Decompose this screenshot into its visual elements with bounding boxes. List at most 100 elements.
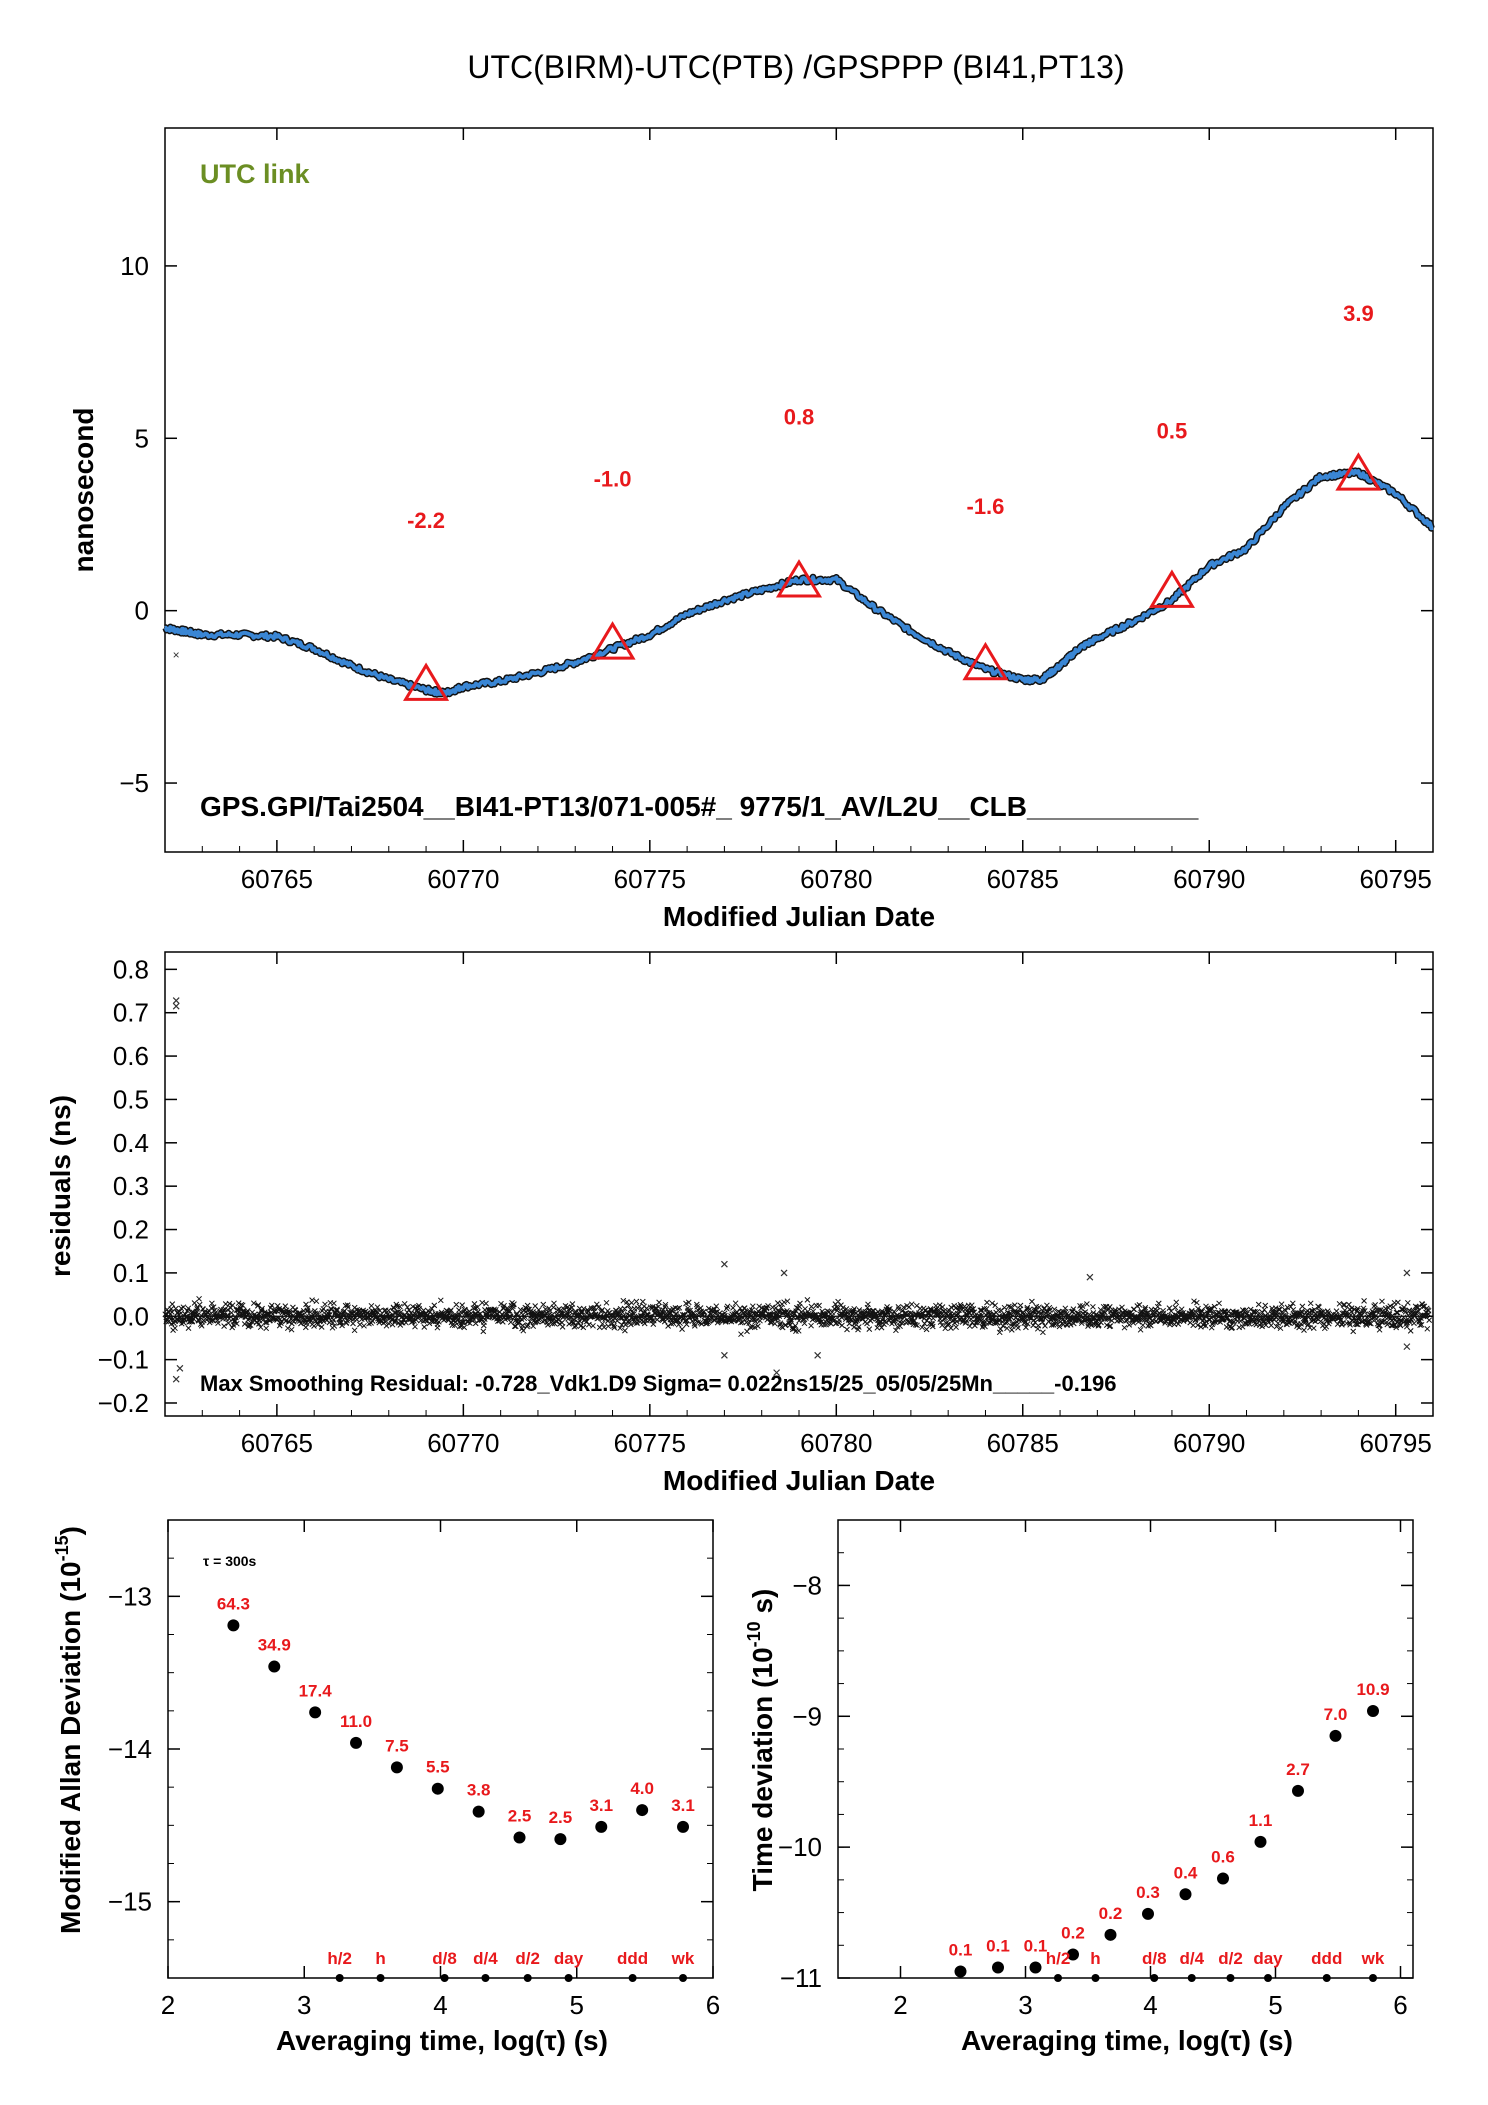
tdev-ylabel: Time deviation (10-10 s) [744, 1589, 778, 1892]
span-label: h [375, 1949, 385, 1968]
span-marker [1150, 1974, 1159, 1982]
marker-value-label: 0.8 [784, 404, 815, 429]
mdev-ylabel-main: Modified Allan Deviation [55, 1610, 86, 1934]
mdev-point-label: 3.1 [589, 1796, 613, 1815]
span-label: day [1253, 1949, 1283, 1968]
stray-point: × [173, 648, 180, 662]
x-tick-label: 60780 [800, 1428, 872, 1458]
span-marker [1322, 1974, 1331, 1982]
x-tick-label: 6 [706, 1990, 720, 2020]
tdev-xlabel: Averaging time, log(τ) (s) [961, 2025, 1293, 2056]
tdev-point [992, 1961, 1004, 1974]
x-tick-label: 5 [1268, 1990, 1282, 2020]
chart-title: UTC(BIRM)-UTC(PTB) /GPSPPP (BI41,PT13) [467, 49, 1124, 85]
tdev-point [1142, 1907, 1154, 1920]
span-marker [564, 1974, 573, 1982]
span-marker [1187, 1974, 1196, 1982]
span-label: d/4 [1179, 1949, 1204, 1968]
tdev-ylabel-main: Time deviation [747, 1696, 778, 1892]
mid-xlabel: Modified Julian Date [663, 1465, 935, 1496]
x-tick-label: 2 [161, 1990, 175, 2020]
x-tick-label: 60795 [1360, 864, 1432, 894]
mdev-point [677, 1820, 690, 1833]
tdev-point-label: 0.3 [1136, 1883, 1160, 1902]
triangle-marker [403, 662, 450, 701]
x-tick-label: 4 [1143, 1990, 1157, 2020]
mdev-point [636, 1804, 649, 1817]
mdev-point-label: 4.0 [630, 1779, 654, 1798]
residual-outlier [1403, 1343, 1411, 1351]
tdev-point [1329, 1729, 1342, 1742]
residuals-chart-panel: 60765 60770 60775 60780 60785 60790 60795 −0.2 −… [45, 951, 1434, 1496]
y-tick-label: 0.8 [113, 954, 149, 984]
mdev-point [227, 1619, 240, 1632]
mdev-ylabel-unit: (10 [55, 1561, 86, 1601]
x-tick-label: 3 [1018, 1990, 1032, 2020]
span-label: d/8 [1142, 1949, 1167, 1968]
span-label: wk [1361, 1949, 1385, 1968]
residual-outlier [720, 1260, 728, 1268]
residual-outlier [1086, 1273, 1094, 1281]
top-info-text: GPS.GPI/Tai2504__BI41-PT13/071-005#_ 977… [200, 791, 1199, 822]
tdev-point-label: 0.4 [1174, 1863, 1198, 1882]
tdev-point-label: 0.2 [1099, 1904, 1123, 1923]
top-ylabel: nanosecond [68, 408, 99, 573]
y-tick-label: 0.7 [113, 998, 149, 1028]
residual-outlier [780, 1269, 788, 1277]
span-label: d/2 [515, 1949, 540, 1968]
utc-link-annotation: UTC link [200, 159, 310, 189]
mdev-point-label: 11.0 [340, 1712, 372, 1731]
top-markers: -2.2 -1.0 0.8 -1.6 0.5 3.9 [403, 301, 1382, 701]
span-marker [440, 1974, 449, 1982]
tdev-ylabel-unit: (10 [747, 1647, 778, 1687]
tdev-point-label: 10.9 [1356, 1680, 1389, 1699]
tdev-point-label: 7.0 [1324, 1705, 1348, 1724]
mdev-point-label: 3.1 [671, 1796, 695, 1815]
mdev-point [309, 1706, 322, 1719]
span-marker [335, 1974, 344, 1982]
mid-info-text: Max Smoothing Residual: -0.728_Vdk1.D9 S… [200, 1371, 1117, 1396]
mdev-point [350, 1736, 363, 1749]
tdev-point-label: 0.1 [1024, 1937, 1048, 1956]
tdev-point-label: 1.1 [1249, 1811, 1273, 1830]
mdev-ylabel-exp: -15 [52, 1535, 72, 1561]
mdev-point-label: 17.4 [299, 1681, 333, 1700]
residual-outlier [720, 1351, 728, 1359]
tdev-point [1179, 1888, 1192, 1901]
span-label: h [1090, 1949, 1100, 1968]
x-tick-label: 60795 [1360, 1428, 1432, 1458]
y-tick-label: 0.2 [113, 1215, 149, 1245]
residual-outlier [814, 1351, 822, 1359]
tdev-point [1367, 1705, 1379, 1718]
mdev-ylabel-close: ) [55, 1526, 86, 1535]
tdev-axis-ticks: 2 3 4 5 6 −11 −10 −9 −8 [778, 1519, 1413, 2020]
mdev-plot-frame [167, 1519, 714, 1979]
y-tick-label: 10 [120, 251, 149, 281]
mdev-point [431, 1782, 444, 1795]
triangle-marker [589, 621, 636, 660]
tdev-plot-frame [837, 1519, 1414, 1979]
residual-outlier [1403, 1269, 1411, 1277]
tdev-point [1292, 1784, 1304, 1797]
y-tick-label: −11 [780, 1963, 822, 1993]
y-tick-label: 0.5 [113, 1084, 149, 1114]
mdev-point-label: 2.5 [508, 1807, 532, 1826]
tdev-point [1254, 1835, 1267, 1848]
mdev-point-label: 5.5 [426, 1758, 450, 1777]
marker-value-label: -1.6 [967, 494, 1005, 519]
mdev-point [554, 1833, 567, 1846]
y-tick-label: 5 [135, 423, 149, 453]
tdev-ylabel-exp: -10 [744, 1621, 764, 1647]
span-label: ddd [617, 1949, 648, 1968]
span-label: h/2 [1046, 1949, 1071, 1968]
top-axis-ticks: 60765 60770 60775 60780 60785 60790 60795 −5 0 5 1… [119, 128, 1434, 894]
mid-ylabel: residuals (ns) [45, 1095, 76, 1277]
x-tick-label: 60790 [1173, 864, 1245, 894]
y-tick-label: 0 [135, 596, 149, 626]
residual-points [162, 997, 1433, 1383]
x-tick-label: 60780 [800, 864, 872, 894]
y-tick-label: −8 [792, 1570, 822, 1600]
triangle-marker [962, 641, 1009, 681]
span-marker [523, 1974, 532, 1982]
